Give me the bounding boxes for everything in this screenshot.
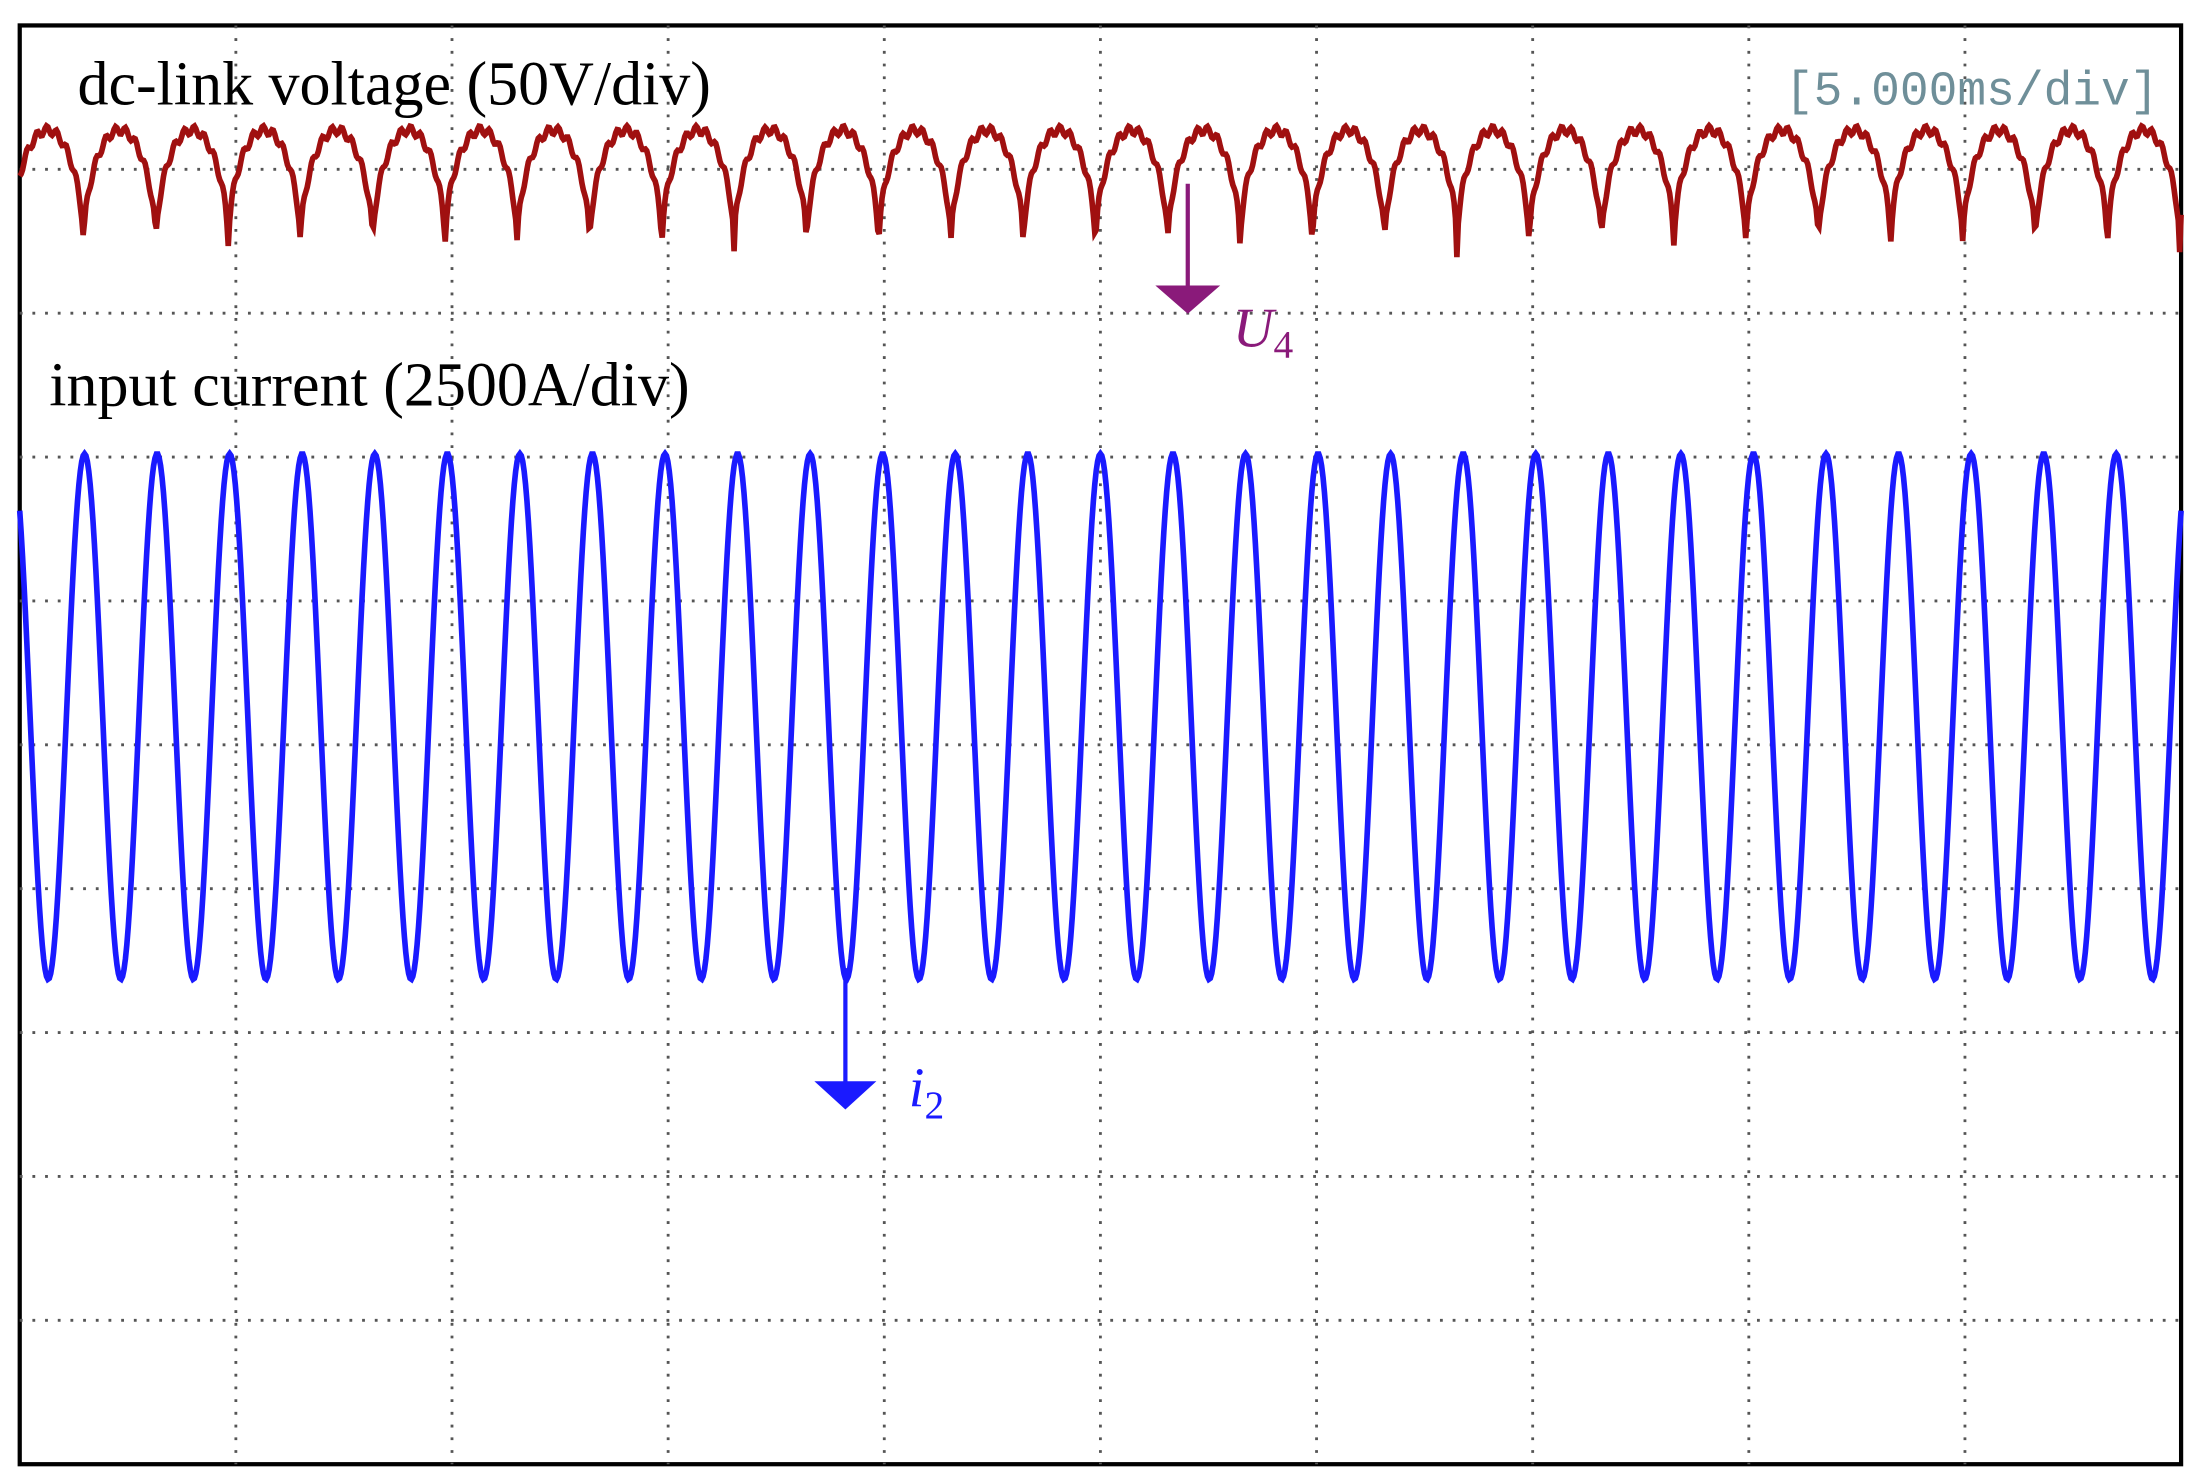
current-marker: i2 xyxy=(909,1058,944,1127)
voltage-marker: U4 xyxy=(1233,297,1294,366)
marker-subscript: 4 xyxy=(1274,323,1294,367)
marker-subscript: 2 xyxy=(924,1083,944,1127)
marker-symbol: i xyxy=(909,1058,925,1120)
timebase-label: [5.000ms/div] xyxy=(1785,66,2159,120)
marker-arrowhead xyxy=(814,1081,877,1110)
grid xyxy=(19,25,2182,1465)
marker-symbol: U xyxy=(1233,297,1277,359)
current-label: input current (2500A/div) xyxy=(49,352,689,420)
marker-arrowhead xyxy=(1155,285,1221,314)
voltage-label: dc-link voltage (50V/div) xyxy=(77,51,710,119)
voltage-waveform xyxy=(17,121,2184,258)
current-waveform xyxy=(16,448,2184,984)
